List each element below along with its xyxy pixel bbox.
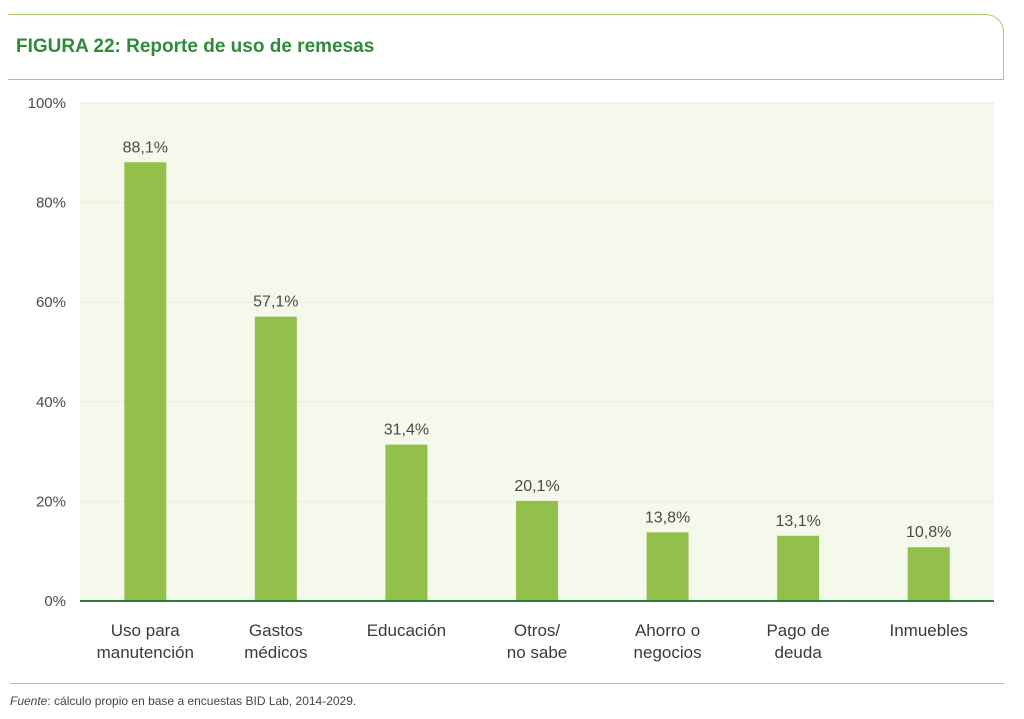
x-tick-label: médicos xyxy=(244,643,307,662)
bar xyxy=(385,444,428,601)
source-note: Fuente: cálculo propio en base a encuest… xyxy=(10,694,356,708)
x-tick-label: Uso para xyxy=(111,621,181,640)
x-tick-label: Otros/ xyxy=(514,621,561,640)
y-tick-label: 80% xyxy=(36,195,66,212)
bar xyxy=(907,547,950,601)
x-tick-label: no sabe xyxy=(507,643,568,662)
x-tick-label: manutención xyxy=(97,643,194,662)
y-tick-label: 40% xyxy=(36,394,66,411)
bar xyxy=(646,532,689,601)
figure-title: FIGURA 22: Reporte de uso de remesas xyxy=(16,36,375,57)
data-label: 57,1% xyxy=(253,294,298,311)
x-tick-label: negocios xyxy=(634,643,702,662)
data-label: 31,4% xyxy=(384,422,429,439)
data-label: 13,8% xyxy=(645,509,690,526)
x-tick-label: Gastos xyxy=(249,621,303,640)
x-tick-label: Ahorro o xyxy=(635,621,700,640)
footer-divider xyxy=(10,683,1004,684)
bar xyxy=(777,535,820,601)
source-text: : cálculo propio en base a encuestas BID… xyxy=(47,694,357,708)
bar xyxy=(516,500,558,601)
title-frame xyxy=(8,14,1004,80)
x-tick-label: Educación xyxy=(367,621,446,640)
y-tick-label: 60% xyxy=(36,294,66,311)
x-tick-label: Pago de xyxy=(766,621,829,640)
data-label: 10,8% xyxy=(906,524,951,541)
source-label: Fuente xyxy=(10,694,48,708)
y-tick-label: 0% xyxy=(44,593,66,610)
y-tick-label: 100% xyxy=(28,95,66,112)
data-label: 20,1% xyxy=(514,478,559,495)
bar-chart: 0% 20% 40% 60% 80% 100% 88,1% Uso para manutenci… xyxy=(28,95,994,662)
x-tick-label: deuda xyxy=(775,643,823,662)
data-label: 13,1% xyxy=(775,513,820,530)
y-tick-label: 20% xyxy=(36,493,66,510)
x-tick-label: Inmuebles xyxy=(889,621,967,640)
data-label: 88,1% xyxy=(123,139,168,156)
bar xyxy=(254,316,297,601)
bar xyxy=(124,162,167,601)
